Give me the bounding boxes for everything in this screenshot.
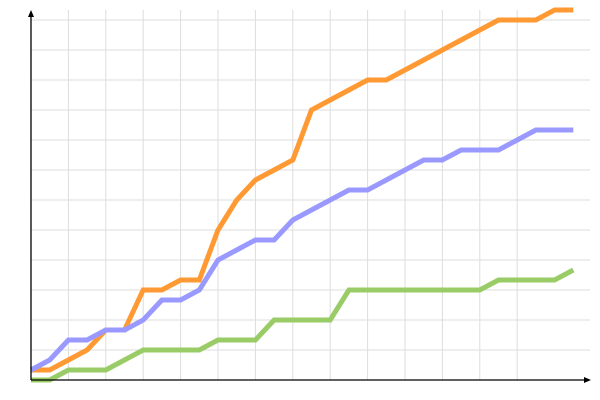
x-axis-arrow-icon: [584, 377, 591, 383]
axes: [28, 10, 591, 383]
y-axis-arrow-icon: [28, 10, 34, 17]
series-line-3: [31, 267, 575, 383]
series-line-2: [29, 127, 574, 373]
grid: [31, 10, 590, 380]
series-line-1: [31, 7, 574, 373]
series-group: [29, 7, 575, 383]
